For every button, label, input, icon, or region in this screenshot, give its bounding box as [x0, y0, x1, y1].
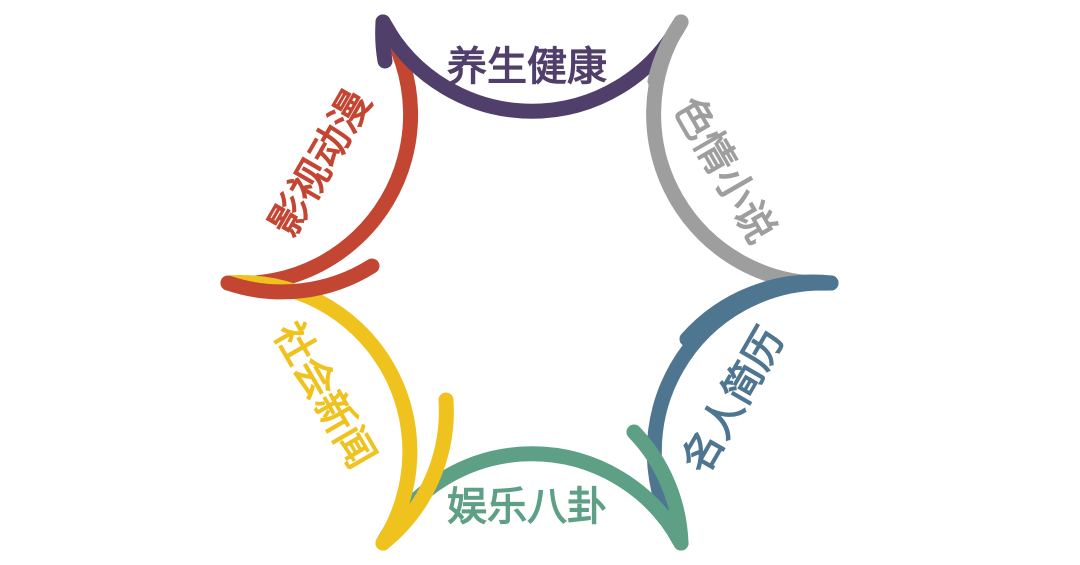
arc-social-over-segment [375, 392, 454, 551]
label-health: 养生健康 [447, 44, 607, 90]
label-romance: 色情小说 [664, 90, 784, 252]
arc-romance-over-segment [647, 14, 689, 89]
arc-entertainment-over-segment [626, 424, 689, 551]
arc-health [375, 14, 689, 119]
arc-health-over-segment [375, 14, 393, 69]
label-media: 影视动漫 [261, 83, 381, 245]
arc-media [220, 14, 419, 292]
label-entertainment: 娱乐八卦 [447, 484, 607, 530]
arc-media-over-segment [220, 258, 380, 300]
arc-celebrity-over-segment [679, 274, 839, 347]
